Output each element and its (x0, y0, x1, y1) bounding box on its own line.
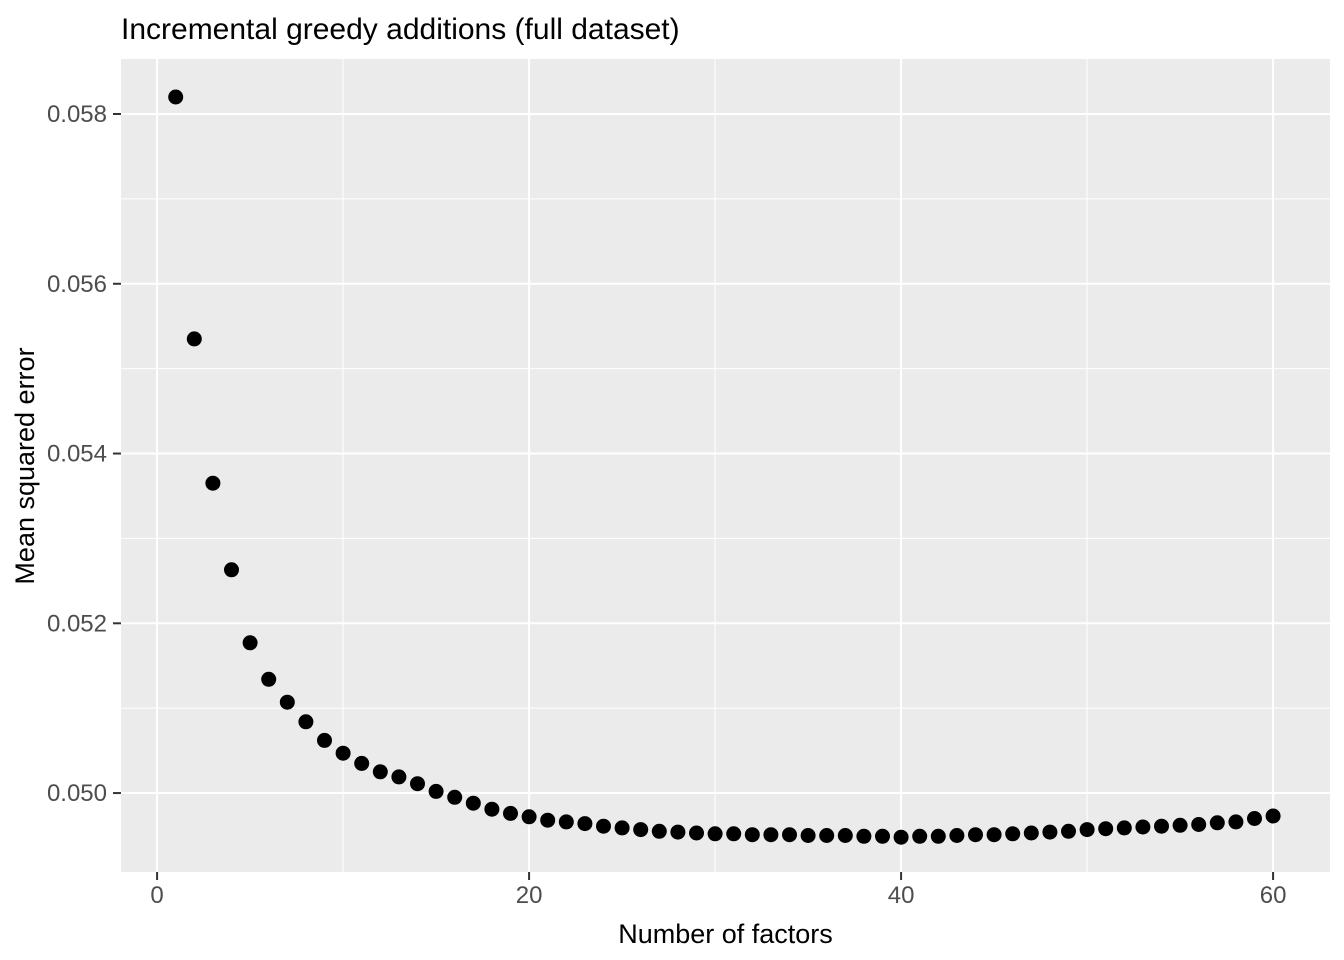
y-tick-label: 0.056 (47, 271, 107, 298)
data-point (279, 694, 295, 710)
data-point (521, 809, 537, 825)
x-tick-label: 40 (888, 882, 915, 909)
plot-title: Incremental greedy additions (full datas… (121, 13, 680, 46)
data-point (800, 828, 816, 843)
plot-panel-layer: 0 20 40 60 0.050 0.052 0.054 0.056 0.058 (47, 59, 1330, 909)
y-axis-title: Mean squared error (10, 347, 40, 584)
data-point (186, 331, 202, 347)
y-tick-label: 0.058 (47, 101, 107, 128)
data-point (651, 823, 667, 839)
data-point (986, 827, 1002, 843)
x-tick-label: 20 (516, 882, 543, 909)
plot-panel (121, 59, 1330, 872)
data-point (1023, 825, 1039, 841)
data-point (391, 769, 407, 785)
data-point (540, 812, 556, 828)
data-point (1154, 818, 1169, 834)
data-point (410, 776, 425, 792)
data-point (224, 562, 239, 578)
data-point (503, 805, 518, 821)
x-axis-title: Number of factors (618, 919, 833, 949)
x-tick-label: 60 (1260, 882, 1287, 909)
data-point (763, 827, 779, 843)
data-point (968, 827, 983, 843)
data-point (465, 795, 481, 811)
data-point (837, 828, 853, 843)
data-point (354, 755, 370, 771)
data-point (875, 828, 890, 844)
data-point (372, 764, 388, 780)
data-point (893, 829, 909, 845)
data-point (726, 826, 742, 842)
data-point (447, 789, 463, 805)
data-point (819, 828, 835, 843)
data-point (1265, 808, 1281, 824)
data-point (1228, 814, 1244, 830)
data-point (1005, 826, 1021, 842)
data-point (242, 635, 258, 651)
data-point (428, 783, 444, 799)
data-point (205, 475, 221, 491)
data-point (317, 732, 332, 748)
data-point (335, 745, 351, 761)
data-point (484, 801, 500, 817)
data-point (1079, 822, 1095, 838)
data-point (856, 828, 872, 844)
data-point (930, 828, 946, 844)
data-point (1191, 817, 1207, 832)
data-point (261, 671, 277, 687)
data-point (1135, 819, 1151, 835)
data-point (298, 714, 314, 730)
data-point (782, 827, 797, 843)
data-point (670, 824, 686, 840)
data-point (1247, 811, 1262, 826)
data-point (596, 818, 611, 834)
data-point (558, 814, 574, 830)
data-point (633, 822, 649, 838)
data-point (689, 825, 704, 841)
data-point (614, 820, 630, 836)
data-point (1061, 823, 1076, 839)
data-point (1209, 815, 1225, 831)
data-point (707, 826, 723, 842)
x-tick-label: 0 (150, 882, 163, 909)
data-point (1172, 817, 1188, 833)
y-tick-label: 0.050 (47, 780, 107, 807)
data-point (1042, 824, 1058, 840)
y-tick-label: 0.054 (47, 441, 107, 468)
data-point (168, 89, 184, 105)
data-point (949, 828, 965, 843)
data-point (1098, 821, 1114, 837)
data-point (1116, 820, 1132, 836)
data-point (912, 828, 928, 844)
y-tick-label: 0.052 (47, 610, 107, 637)
data-point (744, 827, 760, 843)
data-point (577, 816, 593, 832)
